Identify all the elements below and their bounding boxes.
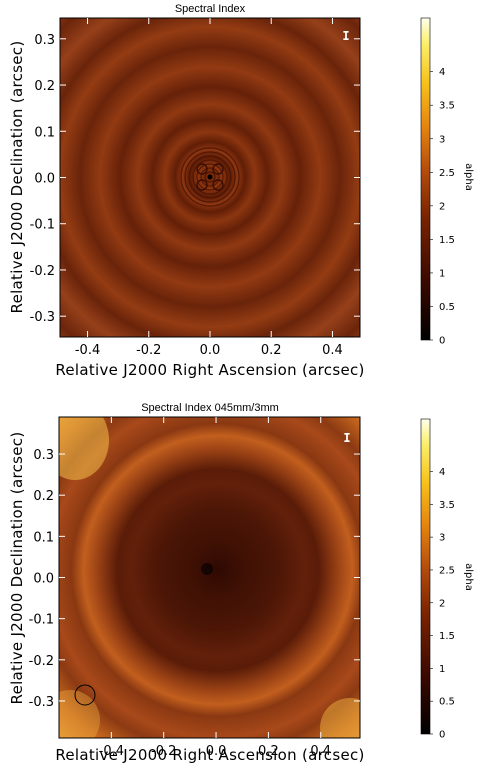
x-tick-label: 0.0 (206, 744, 227, 759)
colorbar-tick-label: 3 (439, 134, 445, 145)
ring (188, 155, 232, 199)
y-tick-label: 0.1 (34, 125, 55, 140)
colorbar-tick-label: 0.5 (439, 697, 455, 708)
ring (200, 167, 220, 187)
ring (180, 147, 240, 207)
x-axis-label: Relative J2000 Right Ascension (arcsec) (55, 746, 364, 764)
colorbar-tick-label: 4 (439, 467, 445, 478)
ring (184, 151, 236, 203)
x-tick-label: 0.2 (258, 744, 279, 759)
colorbar-tick-label: 1.5 (439, 235, 455, 246)
y-tick-label: -0.1 (29, 613, 54, 628)
y-tick-label: 0.1 (33, 530, 54, 545)
colorbar-tick-label: 0 (439, 336, 445, 347)
stokes-label: I (342, 29, 349, 43)
lobe (196, 179, 208, 191)
bright-corner (59, 417, 109, 480)
colorbar-tick-label: 3 (439, 533, 445, 544)
center-dark-spot (201, 563, 213, 575)
colorbar-tick-label: 1 (439, 664, 445, 675)
chart-title: Spectral Index (175, 3, 246, 15)
x-tick-label: -0.4 (99, 744, 124, 759)
center-dot (207, 174, 213, 180)
y-tick-label: -0.3 (30, 310, 55, 325)
heatmap-image (59, 417, 360, 738)
stokes-label: I (343, 431, 350, 445)
colorbar-tick-label: 1.5 (439, 631, 455, 642)
lobe (212, 179, 224, 191)
beam-ellipse (74, 684, 96, 706)
x-tick-label: -0.2 (136, 343, 161, 358)
ring (204, 171, 216, 183)
colorbar-gradient (420, 17, 431, 341)
lobe (196, 163, 208, 175)
x-tick-label: 0.0 (200, 343, 221, 358)
y-tick-label: 0.3 (33, 448, 54, 463)
y-axis-label: Relative J2000 Declination (arcsec) (8, 432, 26, 705)
lobe (212, 163, 224, 175)
colorbar-tick-label: 2 (439, 201, 445, 212)
y-tick-label: 0.2 (33, 489, 54, 504)
bright-corner (59, 690, 100, 738)
colorbar: 0 0.5 1 1.5 2 2.5 3 3.5 4 alpha (420, 418, 474, 741)
x-tick-label: 0.2 (261, 343, 282, 358)
center-pattern (180, 147, 240, 207)
colorbar-tick-label: 3.5 (439, 500, 455, 511)
y-tick-label: -0.3 (29, 695, 54, 710)
colorbar-tick-label: 2 (439, 598, 445, 609)
chart-title: Spectral Index 045mm/3mm (141, 402, 279, 414)
y-tick-label: 0.0 (34, 172, 55, 187)
y-tick-label: 0.3 (34, 33, 55, 48)
colorbar-tick-label: 2.5 (439, 565, 455, 576)
x-tick-label: -0.2 (151, 744, 176, 759)
ring (196, 163, 224, 191)
y-tick-label: -0.2 (30, 264, 55, 279)
colorbar-tick-label: 0.5 (439, 302, 455, 313)
heatmap-background (59, 417, 360, 738)
colorbar-tick-label: 2.5 (439, 168, 455, 179)
colorbar-label: alpha (463, 163, 474, 191)
panel-2: Spectral Index 045mm/3mm -0.4 -0.2 0.0 0.2 0… (8, 402, 474, 764)
y-tick-label: -0.1 (30, 218, 55, 233)
colorbar-tick-label: 0 (439, 730, 445, 741)
bright-corner (320, 698, 360, 738)
colorbar: 0 0.5 1 1.5 2 2.5 3 3.5 4 alpha (420, 17, 474, 347)
x-tick-label: 0.4 (310, 744, 331, 759)
y-tick-label: 0.0 (33, 572, 54, 587)
colorbar-tick-label: 3.5 (439, 101, 455, 112)
colorbar-tick-label: 4 (439, 67, 445, 78)
colorbar-label: alpha (463, 563, 474, 591)
y-axis-label: Relative J2000 Declination (arcsec) (8, 41, 26, 314)
x-axis-label: Relative J2000 Right Ascension (arcsec) (55, 361, 364, 379)
heatmap-image (60, 18, 360, 337)
x-tick-label: -0.4 (75, 343, 100, 358)
y-tick-label: -0.2 (29, 654, 54, 669)
colorbar-gradient (420, 418, 431, 735)
ring (192, 159, 228, 195)
colorbar-tick-label: 1 (439, 268, 445, 279)
panel-1: Spectral Index -0.4 -0.2 0.0 0.2 0.4 0.3 0.2 0.… (8, 3, 474, 379)
x-tick-label: 0.4 (322, 343, 343, 358)
y-tick-label: 0.2 (34, 79, 55, 94)
